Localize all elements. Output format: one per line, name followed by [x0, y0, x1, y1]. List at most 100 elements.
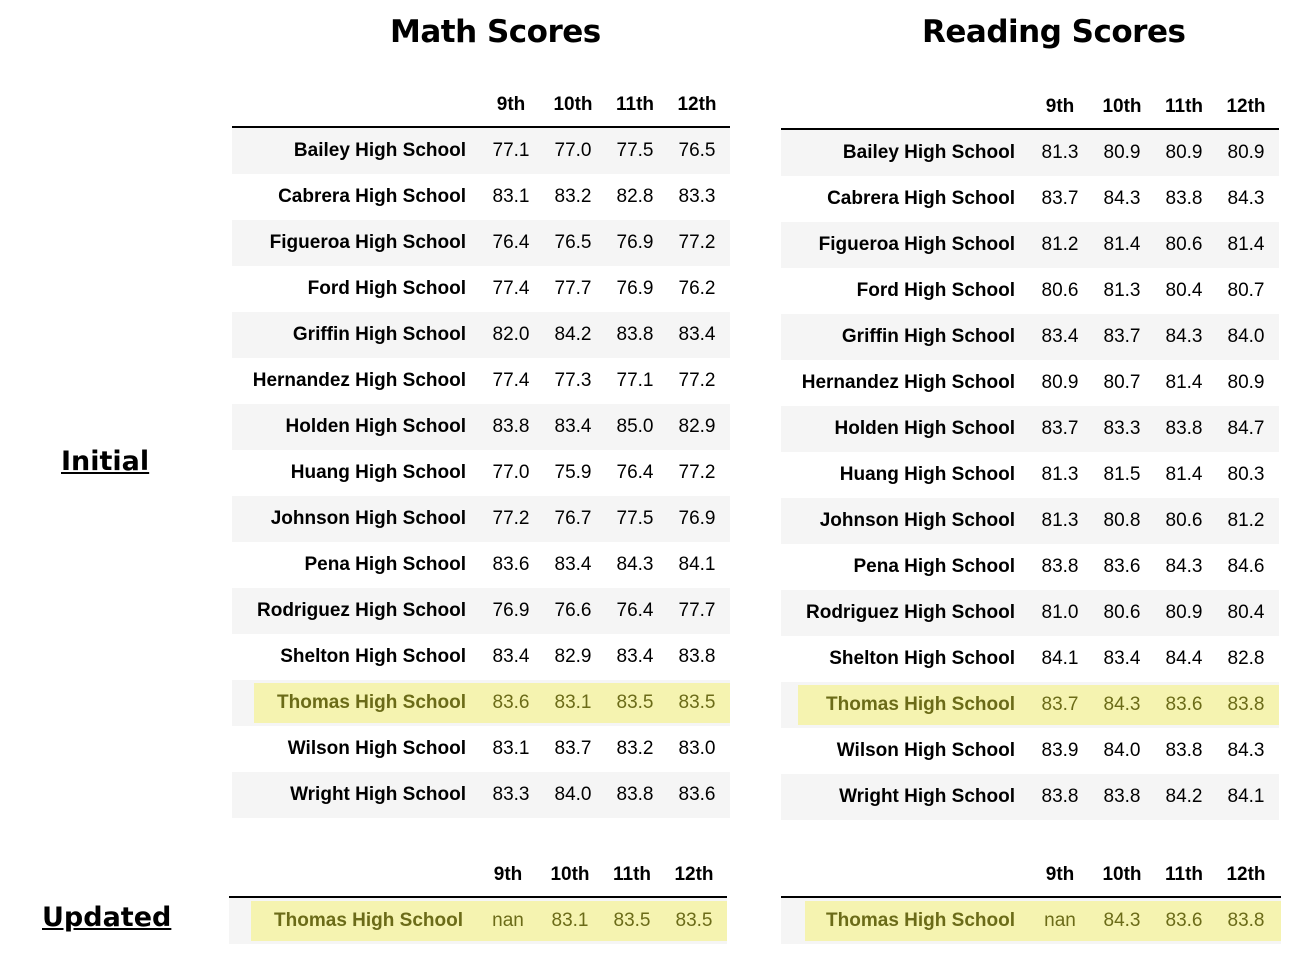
school-name: Holden High School: [834, 418, 1016, 439]
school-name: Pena High School: [304, 554, 466, 575]
column-header: 9th: [493, 864, 523, 885]
score-cell: 83.8: [1041, 786, 1079, 807]
score-cell: 80.6: [1103, 602, 1141, 623]
table-row: Thomas High School nan 83.1 83.5 83.5: [229, 898, 727, 944]
school-name: Shelton High School: [280, 646, 466, 667]
score-cell: 77.4: [492, 278, 530, 299]
score-cell: 77.0: [554, 140, 592, 161]
score-cell: 83.6: [492, 554, 530, 575]
score-cell: 77.0: [492, 462, 530, 483]
school-name: Wilson High School: [836, 740, 1015, 761]
school-name: Johnson High School: [270, 508, 466, 529]
score-cell: 81.0: [1041, 602, 1079, 623]
score-cell: 82.9: [678, 416, 716, 437]
school-name: Johnson High School: [819, 510, 1015, 531]
school-name: Figueroa High School: [818, 234, 1015, 255]
highlight-bar: [798, 685, 1279, 725]
school-name: Ford High School: [307, 278, 466, 299]
table-header: 9th 10th 11th 12th: [229, 860, 727, 898]
table-header: 9th 10th 11th 12th: [781, 860, 1281, 898]
score-cell: 80.6: [1041, 280, 1079, 301]
score-cell: 84.0: [554, 784, 592, 805]
score-cell: 84.3: [1227, 740, 1265, 761]
score-cell: 80.9: [1165, 142, 1203, 163]
score-cell: 80.9: [1103, 142, 1141, 163]
math-initial-table: 9th 10th 11th 12th Bailey High School 77.1 77.…: [232, 90, 730, 818]
score-cell: 76.5: [678, 140, 716, 161]
score-cell: 76.9: [492, 600, 530, 621]
column-header: 10th: [1102, 864, 1142, 885]
score-cell: 82.8: [616, 186, 654, 207]
highlight-bar: [251, 901, 727, 941]
score-cell: 84.3: [1103, 188, 1141, 209]
score-cell: 84.2: [554, 324, 592, 345]
column-header: 9th: [1045, 96, 1075, 117]
score-cell: 83.7: [554, 738, 592, 759]
table-row: Cabrera High School 83.7 84.3 83.8 84.3: [781, 176, 1279, 222]
score-cell: 83.1: [492, 738, 530, 759]
score-cell: nan: [492, 910, 524, 931]
column-header: 10th: [553, 94, 593, 115]
score-cell: 83.8: [1227, 694, 1265, 715]
score-cell: 76.9: [616, 232, 654, 253]
table-row: Wilson High School 83.9 84.0 83.8 84.3: [781, 728, 1279, 774]
score-cell: 76.5: [554, 232, 592, 253]
column-header: 12th: [1226, 96, 1266, 117]
school-name: Holden High School: [285, 416, 467, 437]
school-name: Thomas High School: [277, 692, 466, 713]
school-name: Thomas High School: [274, 910, 463, 931]
score-cell: 83.1: [551, 910, 589, 931]
score-cell: 80.4: [1165, 280, 1203, 301]
score-cell: 80.4: [1227, 602, 1265, 623]
score-cell: 83.6: [678, 784, 716, 805]
score-cell: 80.8: [1103, 510, 1141, 531]
column-header: 12th: [1226, 864, 1266, 885]
table-row: Figueroa High School 76.4 76.5 76.9 77.2: [232, 220, 730, 266]
school-name: Bailey High School: [842, 142, 1015, 163]
score-cell: 76.7: [554, 508, 592, 529]
score-cell: 82.9: [554, 646, 592, 667]
table-row: Wright High School 83.3 84.0 83.8 83.6: [232, 772, 730, 818]
score-cell: 83.1: [554, 692, 592, 713]
score-cell: 77.7: [554, 278, 592, 299]
score-cell: 77.3: [554, 370, 592, 391]
score-cell: 83.8: [1041, 556, 1079, 577]
score-cell: 83.8: [616, 784, 654, 805]
table-row: Shelton High School 84.1 83.4 84.4 82.8: [781, 636, 1279, 682]
column-header: 11th: [1164, 864, 1204, 885]
table-row: Wright High School 83.8 83.8 84.2 84.1: [781, 774, 1279, 820]
score-cell: 80.9: [1227, 142, 1265, 163]
score-cell: 83.7: [1041, 188, 1079, 209]
score-cell: nan: [1044, 910, 1076, 931]
score-cell: 84.1: [1227, 786, 1265, 807]
column-header: 11th: [612, 864, 652, 885]
score-cell: 76.4: [492, 232, 530, 253]
table-row: Shelton High School 83.4 82.9 83.4 83.8: [232, 634, 730, 680]
score-cell: 83.4: [492, 646, 530, 667]
score-cell: 83.2: [554, 186, 592, 207]
score-cell: 83.9: [1041, 740, 1079, 761]
score-cell: 80.7: [1103, 372, 1141, 393]
school-name: Wilson High School: [287, 738, 466, 759]
table-row: Thomas High School nan 84.3 83.6 83.8: [781, 898, 1281, 944]
score-cell: 84.2: [1165, 786, 1203, 807]
school-name: Thomas High School: [826, 694, 1015, 715]
score-cell: 83.4: [554, 416, 592, 437]
score-cell: 85.0: [616, 416, 654, 437]
score-cell: 80.9: [1165, 602, 1203, 623]
table-row: Wilson High School 83.1 83.7 83.2 83.0: [232, 726, 730, 772]
school-name: Huang High School: [839, 464, 1015, 485]
table-row: Holden High School 83.7 83.3 83.8 84.7: [781, 406, 1279, 452]
column-header: 9th: [496, 94, 526, 115]
score-cell: 77.2: [678, 462, 716, 483]
column-header: 12th: [674, 864, 714, 885]
score-cell: 80.6: [1165, 510, 1203, 531]
score-cell: 76.9: [678, 508, 716, 529]
score-cell: 83.6: [1103, 556, 1141, 577]
school-name: Thomas High School: [826, 910, 1015, 931]
score-cell: 75.9: [554, 462, 592, 483]
table-header: 9th 10th 11th 12th: [781, 92, 1279, 130]
school-name: Cabrera High School: [827, 188, 1015, 209]
column-header: 11th: [615, 94, 655, 115]
score-cell: 77.1: [616, 370, 654, 391]
